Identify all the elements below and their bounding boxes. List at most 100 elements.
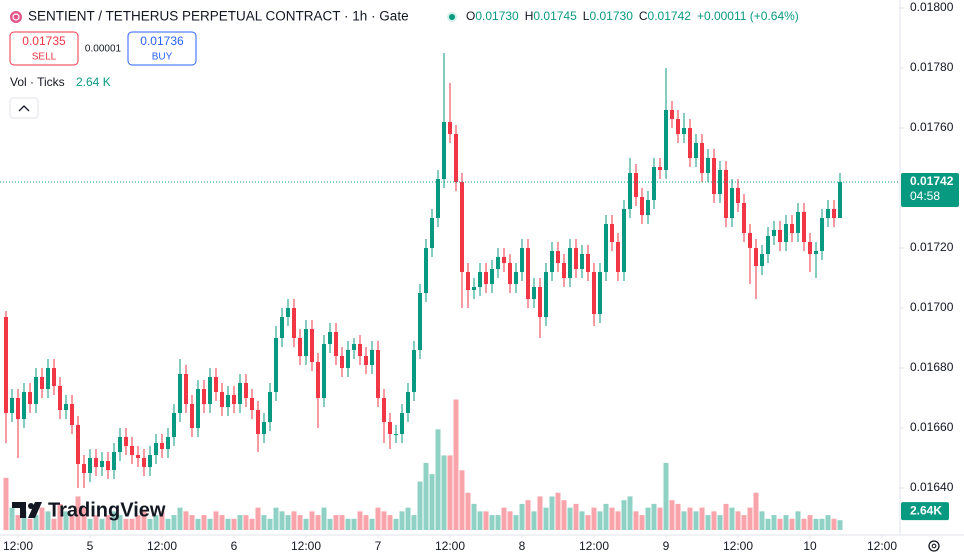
candle-body: [586, 254, 590, 272]
volume-bar: [207, 518, 213, 530]
volume-bar: [489, 515, 495, 530]
volume-bar: [369, 518, 375, 530]
y-tick-label: 0.01800: [910, 0, 954, 14]
candle-body: [652, 167, 656, 200]
volume-bar: [171, 515, 177, 530]
settings-icon[interactable]: [928, 540, 940, 552]
volume-bar: [399, 511, 405, 530]
y-tick-label: 0.01760: [910, 120, 954, 134]
candle-body: [628, 173, 632, 209]
candle-body: [472, 287, 476, 290]
volume-bar: [3, 477, 9, 530]
candle-body: [292, 308, 296, 338]
x-tick-label: 12:00: [723, 539, 753, 553]
candle-body: [154, 443, 158, 455]
candle-body: [328, 332, 332, 344]
volume-bar: [417, 481, 423, 530]
volume-bar: [783, 515, 789, 530]
volume-bar: [429, 474, 435, 530]
volume-bar: [723, 503, 729, 530]
volume-bar: [513, 515, 519, 530]
candle-body: [514, 272, 518, 284]
ohlc-key: H: [525, 9, 534, 23]
volume-bar: [465, 492, 471, 530]
volume-bar: [51, 518, 57, 530]
volume-bar: [621, 500, 627, 530]
volume-bar: [675, 503, 681, 530]
volume-bar: [813, 518, 819, 530]
candle-body: [568, 248, 572, 278]
volume-bar: [531, 511, 537, 530]
volume-bar: [261, 515, 267, 530]
volume-bar: [345, 518, 351, 530]
candle-body: [52, 368, 56, 386]
volume-bar: [219, 515, 225, 530]
candle-body: [352, 344, 356, 350]
candle-body: [364, 356, 368, 365]
x-tick-label: 12:00: [435, 539, 465, 553]
candle-body: [190, 404, 194, 428]
volume-bar: [753, 492, 759, 530]
ohlc-key: C: [639, 9, 648, 23]
volume-bar: [87, 518, 93, 530]
volume-bar: [405, 507, 411, 530]
volume-bar: [471, 503, 477, 530]
candle-body: [316, 362, 320, 398]
candle-body: [10, 398, 14, 413]
candle-body: [496, 257, 500, 269]
candle-body: [676, 119, 680, 134]
volume-bar: [111, 511, 117, 530]
candle-body: [406, 392, 410, 413]
candle-body: [112, 452, 116, 470]
volume-bar: [129, 518, 135, 530]
candle-body: [304, 329, 308, 356]
y-tick-label: 0.01660: [910, 420, 954, 434]
volume-bar: [393, 518, 399, 530]
candle-body: [604, 224, 608, 272]
volume-bar: [801, 518, 807, 530]
buy-button[interactable]: [127, 31, 197, 66]
volume-bar: [501, 507, 507, 530]
candle-body: [160, 443, 164, 449]
candle-body: [298, 338, 302, 356]
candle-body: [256, 410, 260, 434]
volume-bar: [441, 455, 447, 530]
candle-body: [286, 308, 290, 317]
volume-bar: [153, 515, 159, 530]
volume-bar: [351, 518, 357, 530]
candle-body: [220, 392, 224, 407]
volume-bar: [561, 500, 567, 530]
spread: 0.00001: [85, 44, 122, 55]
x-tick-label: 10: [803, 539, 817, 553]
volume-bar: [459, 470, 465, 530]
volume-bar: [237, 515, 243, 530]
x-tick-label: 12:00: [3, 539, 33, 553]
candle-body: [58, 386, 62, 410]
candle-body: [124, 437, 128, 446]
volume-bar: [651, 503, 657, 530]
volume-bar: [819, 518, 825, 530]
volume-bar: [165, 518, 171, 530]
candle-body: [838, 182, 842, 218]
volume-bar: [435, 429, 441, 530]
candle-body: [724, 170, 728, 218]
symbol-icon: [10, 11, 22, 23]
candle-body: [412, 350, 416, 392]
candle-body: [562, 263, 566, 278]
candle-body: [250, 398, 254, 410]
volume-bar: [729, 507, 735, 530]
candle-body: [244, 383, 248, 398]
sell-button[interactable]: [9, 31, 79, 66]
candle-body: [448, 122, 452, 134]
volume-bar: [63, 511, 69, 530]
candle-body: [820, 218, 824, 251]
volume-bar: [141, 511, 147, 530]
collapse-button[interactable]: [9, 97, 39, 119]
volume-pane: [3, 399, 843, 530]
candle-body: [100, 461, 104, 467]
candle-body: [88, 458, 92, 473]
candle-body: [232, 395, 236, 404]
volume-bar: [225, 518, 231, 530]
candle-body: [400, 413, 404, 434]
candle-body: [682, 128, 686, 134]
